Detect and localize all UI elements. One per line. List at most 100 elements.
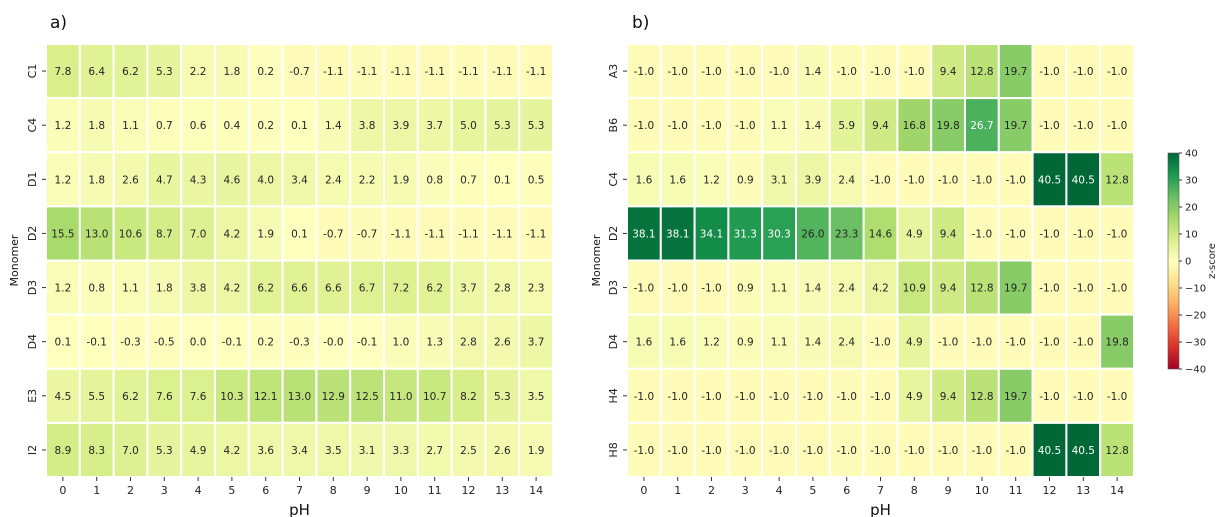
x-tick-label: 0: [59, 484, 66, 497]
heatmap-cell: [247, 151, 284, 208]
x-tick-label: 3: [161, 484, 168, 497]
heatmap-cell: [1099, 313, 1135, 370]
heatmap-cell: [315, 367, 352, 424]
cell-value-label: 6.2: [257, 283, 274, 295]
cell-value-label: 1.8: [88, 174, 105, 186]
cell-value-label: 0.1: [494, 174, 511, 186]
colorbar-tick-label: 20: [1185, 203, 1198, 214]
heatmap-cell: [383, 421, 419, 478]
cell-value-label: 0.1: [291, 228, 308, 240]
cell-value-label: 1.8: [156, 283, 173, 295]
cell-value-label: -1.0: [803, 445, 824, 457]
heatmap-cell: [315, 259, 352, 316]
cell-value-label: -1.1: [526, 66, 547, 78]
heatmap-cell: [659, 259, 696, 316]
cell-value-label: -1.0: [836, 391, 857, 403]
cell-value-label: 5.3: [494, 120, 511, 132]
heatmap-cell: [828, 259, 865, 316]
cell-value-label: -1.0: [1005, 337, 1026, 349]
heatmap-cell: [518, 313, 555, 370]
x-tick-label: 10: [394, 484, 408, 497]
x-tick-label: 12: [462, 484, 476, 497]
cell-value-label: 2.2: [190, 66, 207, 78]
x-tick-label: 11: [1009, 484, 1023, 497]
heatmap-cell: [761, 421, 798, 478]
cell-value-label: 10.6: [119, 228, 143, 240]
x-tick-label: 6: [843, 484, 850, 497]
cell-value-label: -1.0: [904, 66, 925, 78]
cell-value-label: 1.2: [703, 337, 720, 349]
cell-value-label: 2.8: [460, 337, 477, 349]
cell-value-label: 1.2: [55, 174, 72, 186]
heatmap-cell: [214, 151, 250, 208]
cell-value-label: 19.7: [1004, 391, 1027, 403]
cell-value-label: 0.7: [460, 174, 477, 186]
cell-value-label: 6.2: [122, 391, 139, 403]
cell-value-label: 31.3: [734, 228, 757, 240]
heatmap-cell: [795, 313, 831, 370]
cell-value-label: 1.6: [669, 337, 686, 349]
cell-value-label: 9.4: [940, 283, 957, 295]
heatmap-cell: [45, 367, 81, 424]
colorbar-tick-label: 0: [1185, 257, 1191, 268]
cell-value-label: 12.8: [970, 283, 993, 295]
cell-value-label: 26.7: [970, 120, 993, 132]
heatmap-cell: [1031, 151, 1068, 208]
cell-value-label: 19.7: [1004, 66, 1027, 78]
cell-value-label: 3.4: [291, 174, 308, 186]
heatmap-cell: [1031, 367, 1068, 424]
cell-value-label: 13.0: [85, 228, 108, 240]
y-tick-label: D2: [26, 226, 39, 241]
heatmap-cell: [964, 97, 1000, 154]
cell-value-label: 15.5: [51, 228, 74, 240]
cell-value-label: -0.7: [357, 228, 378, 240]
cell-value-label: -1.1: [424, 66, 445, 78]
colorbar-tick-label: 40: [1185, 149, 1198, 160]
cell-value-label: 1.2: [55, 120, 72, 132]
heatmap-cell: [45, 205, 81, 262]
cell-value-label: 12.8: [970, 66, 993, 78]
heatmap-cell: [247, 259, 284, 316]
cell-value-label: 4.2: [224, 445, 241, 457]
cell-value-label: -1.0: [1005, 228, 1026, 240]
cell-value-label: -1.0: [1107, 120, 1128, 132]
heatmap-cell: [828, 421, 865, 478]
cell-value-label: 1.0: [393, 337, 410, 349]
cell-value-label: -1.0: [803, 391, 824, 403]
cell-value-label: 4.9: [906, 337, 923, 349]
cell-value-label: 3.7: [528, 337, 545, 349]
heatmap-cell: [180, 97, 216, 154]
cell-value-label: 3.4: [291, 445, 308, 457]
cell-value-label: 40.5: [1072, 445, 1095, 457]
heatmap-cell: [1065, 259, 1102, 316]
cell-value-label: 0.9: [737, 283, 754, 295]
x-tick-label: 8: [330, 484, 337, 497]
heatmap-cell: [383, 205, 419, 262]
cell-value-label: -1.0: [735, 66, 756, 78]
cell-value-label: 4.3: [190, 174, 207, 186]
heatmap-cell: [247, 313, 284, 370]
cell-value-label: 2.3: [528, 283, 545, 295]
cell-value-label: -1.0: [634, 391, 655, 403]
cell-value-label: 12.8: [1105, 445, 1128, 457]
cell-value-label: 9.4: [940, 228, 957, 240]
x-tick-label: 1: [674, 484, 681, 497]
cell-value-label: 0.6: [190, 120, 207, 132]
cell-value-label: -1.1: [391, 66, 412, 78]
cell-value-label: -1.0: [667, 120, 688, 132]
heatmap-cell: [214, 367, 250, 424]
cell-value-label: -1.0: [634, 283, 655, 295]
heatmap-cell: [693, 421, 730, 478]
cell-value-label: 10.9: [903, 283, 926, 295]
cell-value-label: -1.0: [735, 120, 756, 132]
heatmap-cell: [659, 97, 696, 154]
cell-value-label: -1.1: [424, 228, 445, 240]
cell-value-label: 0.1: [291, 120, 308, 132]
heatmap-cell: [247, 367, 284, 424]
cell-value-label: 3.8: [190, 283, 207, 295]
y-tick-label: C4: [26, 118, 39, 133]
heatmap-cell: [1099, 367, 1135, 424]
cell-value-label: -1.0: [769, 445, 790, 457]
cell-value-label: 4.9: [906, 228, 923, 240]
heatmap-cell: [693, 205, 730, 262]
